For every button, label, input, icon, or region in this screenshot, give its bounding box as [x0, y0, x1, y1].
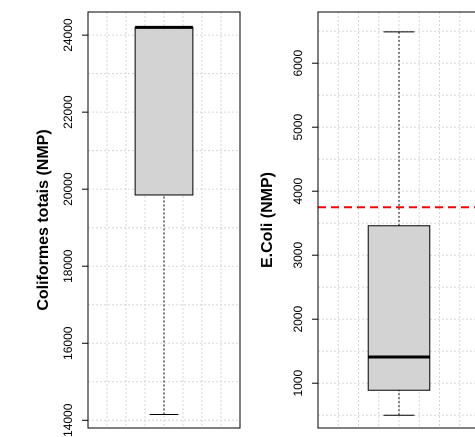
- iqr-box: [134, 26, 194, 196]
- y-tick-label: 1000: [291, 370, 305, 397]
- y-tick-label: 3000: [291, 242, 305, 269]
- y-tick-label: 22000: [61, 95, 75, 129]
- y-axis-label: Coliformes totais (NMP): [35, 129, 52, 310]
- y-tick-label: 18000: [61, 249, 75, 283]
- y-tick-label: 16000: [61, 326, 75, 360]
- panel-coliformes: 14000 16000 18000 20000 22000 24000 Coliformes…: [35, 11, 241, 437]
- y-tick-label: 5000: [291, 114, 305, 141]
- y-tick-label: 14000: [61, 403, 75, 437]
- plot-frame: [317, 11, 475, 429]
- panel-ecoli: 1000 2000 3000 4000 5000 6000 E.Coli (NMP): [259, 11, 475, 429]
- iqr-box: [367, 225, 431, 391]
- y-tick-label: 6000: [291, 50, 305, 77]
- y-tick-label: 2000: [291, 306, 305, 333]
- y-tick-label: 24000: [61, 18, 75, 52]
- y-axis-label: E.Coli (NMP): [259, 172, 276, 268]
- plot-frame: [87, 11, 241, 429]
- y-tick-label: 20000: [61, 172, 75, 206]
- y-tick-label: 4000: [291, 178, 305, 205]
